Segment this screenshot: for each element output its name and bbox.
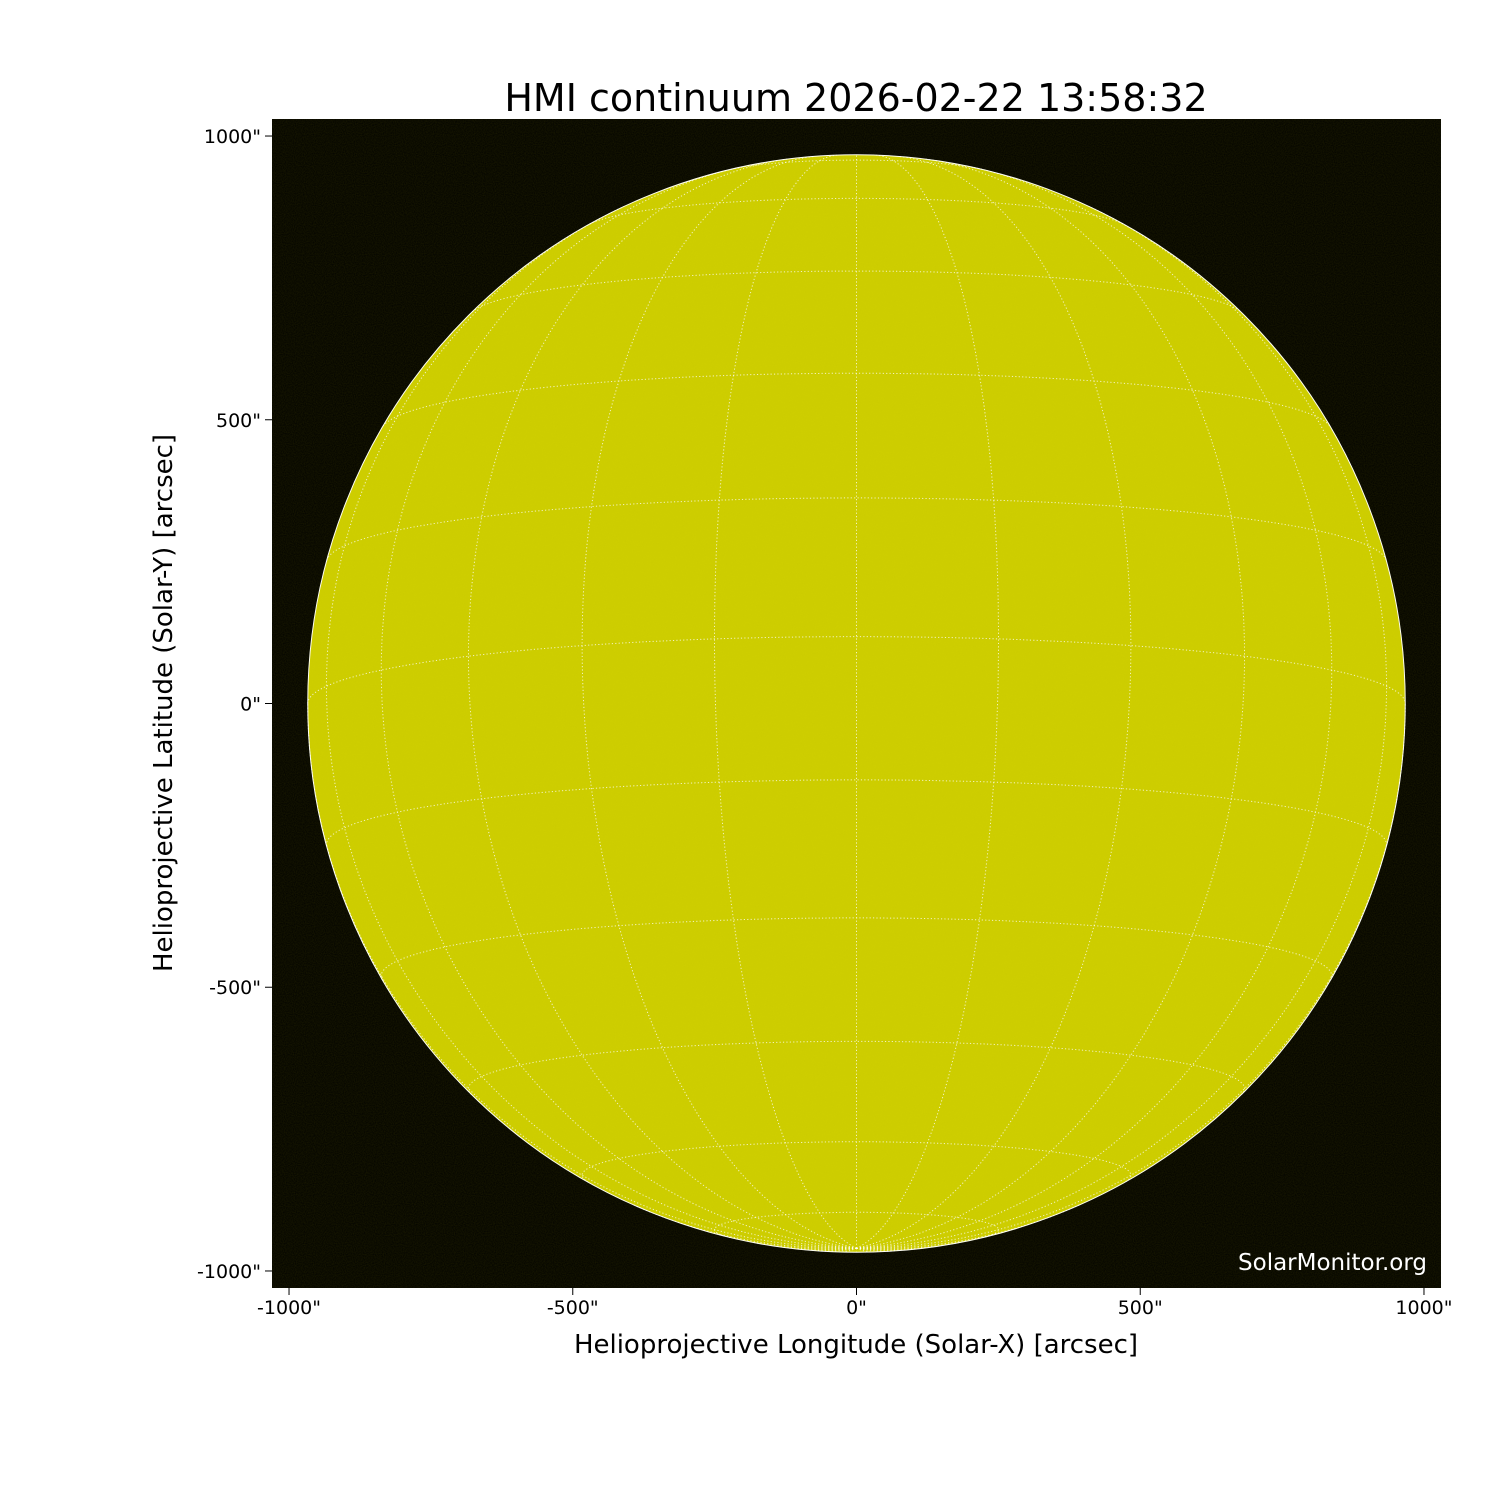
meridian-line: [714, 154, 857, 1249]
meridian-line: [632, 1203, 857, 1249]
meridian-line: [856, 166, 1333, 1249]
meridian-line: [581, 156, 857, 1249]
parallel-line: [382, 372, 1331, 427]
disk-texture: [310, 155, 1404, 1249]
parallel-line: [581, 1141, 1132, 1183]
x-tick-label: 1000": [1395, 1297, 1452, 1319]
x-tick-label: 0": [846, 1297, 867, 1319]
meridian-line: [856, 703, 1406, 1249]
y-axis-label: Helioprojective Latitude (Solar-Y) [arcs…: [149, 434, 179, 972]
parallel-line: [307, 636, 1406, 704]
x-tick-label: -1000": [257, 1297, 321, 1319]
y-tick-label: -1000": [197, 1261, 261, 1283]
parallel-line: [588, 197, 1125, 225]
parallel-line: [380, 917, 1333, 981]
y-tick-label: 500": [216, 410, 261, 432]
x-tick-label: -500": [547, 1297, 599, 1319]
meridian-line: [856, 1203, 1081, 1249]
meridian-line: [856, 156, 1132, 1249]
y-tick-label: 1000": [204, 126, 261, 148]
meridian-line: [380, 166, 857, 1249]
meridian-line: [856, 154, 999, 1249]
meridian-line: [856, 1241, 964, 1250]
parallel-line: [325, 779, 1388, 846]
parallel-line: [730, 159, 983, 170]
parallel-line: [468, 1040, 1245, 1095]
chart-title: HMI continuum 2026-02-22 13:58:32: [504, 76, 1207, 120]
x-tick-label: 500": [1118, 1297, 1163, 1319]
y-tick-label: -500": [209, 977, 261, 999]
parallel-line: [714, 1211, 999, 1238]
y-tick-label: 0": [240, 694, 261, 716]
parallel-line: [326, 497, 1387, 561]
x-axis-label: Helioprojective Longitude (Solar-X) [arc…: [574, 1330, 1138, 1360]
watermark: SolarMonitor.org: [1238, 1250, 1427, 1276]
meridian-line: [749, 1241, 857, 1250]
heliographic-grid: [307, 154, 1406, 1253]
